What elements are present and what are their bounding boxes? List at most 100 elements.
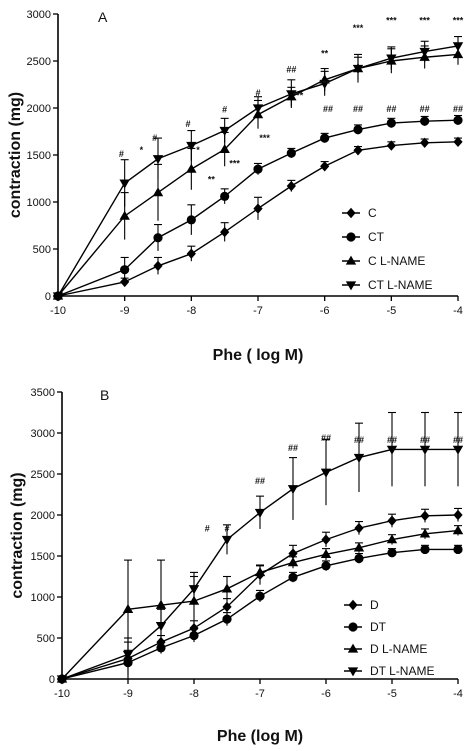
data-point — [320, 133, 330, 143]
data-point — [122, 603, 134, 613]
panel-label: B — [100, 387, 109, 403]
legend-entry: CT L-NAME — [342, 278, 432, 292]
data-point — [286, 180, 296, 192]
data-point — [152, 187, 164, 197]
data-point — [352, 64, 364, 74]
panel-a: 0 500 1000 1500 2000 2500 3000 -10 -9 -8 -7 -6 -5 -4 P… — [7, 9, 464, 364]
legend-marker — [345, 255, 357, 265]
data-point — [186, 163, 197, 173]
data-point — [119, 210, 130, 220]
significance-label: *** — [319, 78, 330, 88]
data-point — [189, 630, 199, 641]
data-point — [152, 155, 164, 165]
data-point — [320, 161, 330, 172]
y-tick-label: 2000 — [27, 103, 51, 115]
data-point — [254, 567, 266, 577]
legend-marker — [346, 207, 356, 219]
significance-label: *** — [453, 15, 464, 25]
data-point — [321, 561, 331, 571]
significance-label: ## — [321, 433, 331, 443]
data-point — [354, 522, 364, 534]
series-line — [61, 514, 459, 680]
data-point — [420, 510, 430, 522]
data-point — [419, 528, 431, 538]
legend-marker — [347, 667, 359, 677]
significance-label: ## — [453, 104, 463, 114]
data-point — [420, 116, 430, 126]
x-tick-label: -7 — [255, 688, 265, 700]
data-point — [186, 248, 196, 259]
significance-label: ## — [420, 104, 430, 114]
data-point — [320, 468, 332, 478]
x-axis-label: Phe ( log M) — [213, 347, 304, 364]
data-point — [320, 548, 332, 559]
series-line — [61, 448, 458, 680]
significance-label: ** — [321, 48, 329, 58]
significance-label: *** — [419, 15, 430, 25]
series-d-l-name — [56, 525, 464, 683]
data-point — [219, 143, 230, 154]
panel-label: A — [98, 9, 108, 25]
data-point — [222, 601, 232, 613]
data-point — [386, 54, 397, 64]
data-point — [386, 118, 396, 128]
data-point — [221, 535, 233, 545]
significance-label: ## — [323, 104, 333, 114]
series-line — [57, 141, 459, 297]
data-point — [353, 453, 365, 463]
legend-label: D — [370, 598, 379, 612]
legend-label: C L-NAME — [368, 254, 425, 268]
data-point — [452, 445, 464, 455]
x-tick-label: -4 — [453, 305, 463, 317]
data-point — [386, 445, 398, 455]
data-point — [288, 548, 298, 559]
data-point — [353, 125, 363, 135]
series-dt-l-name — [56, 411, 464, 685]
significance-label: ## — [420, 435, 430, 445]
x-tick-label: -8 — [189, 688, 199, 700]
data-point — [386, 140, 396, 151]
data-point — [155, 599, 167, 609]
y-tick-label: 1000 — [27, 197, 51, 209]
data-point — [386, 534, 398, 544]
data-point — [188, 585, 200, 595]
legend-marker — [345, 281, 357, 291]
significance-label: ## — [286, 64, 296, 74]
significance-label: # — [224, 523, 229, 533]
y-tick-label: 1500 — [27, 150, 51, 162]
y-axis-label: contraction (mg) — [9, 472, 26, 598]
legend-label: CT — [368, 230, 385, 244]
data-point — [221, 583, 233, 593]
legend-entry: CT — [342, 230, 385, 244]
data-point — [452, 525, 464, 535]
significance-label: ** — [208, 174, 216, 184]
significance-label: # — [152, 133, 157, 143]
legend-entry: DT — [344, 620, 387, 634]
legend-marker — [348, 599, 358, 611]
data-point — [220, 226, 230, 238]
data-point — [286, 148, 296, 158]
data-point — [253, 164, 263, 174]
legend-entry: D — [344, 598, 379, 612]
legend-entry: DT L-NAME — [344, 664, 434, 678]
x-tick-label: -10 — [54, 688, 70, 700]
y-tick-label: 1500 — [31, 551, 55, 563]
data-point — [52, 292, 64, 302]
data-point — [453, 136, 463, 148]
legend-label: CT L-NAME — [368, 278, 432, 292]
x-tick-label: -6 — [321, 688, 331, 700]
x-tick-label: -5 — [387, 688, 397, 700]
data-point — [453, 115, 463, 125]
data-point — [288, 572, 298, 582]
data-point — [387, 548, 397, 558]
x-tick-label: -4 — [453, 688, 463, 700]
legend-label: DT L-NAME — [370, 664, 434, 678]
series-line — [57, 45, 459, 297]
y-tick-label: 500 — [37, 633, 55, 645]
data-point — [122, 650, 134, 660]
data-point — [220, 191, 230, 201]
legend-marker — [346, 232, 356, 242]
legend-label: C — [368, 206, 377, 220]
significance-label: # — [185, 119, 190, 129]
